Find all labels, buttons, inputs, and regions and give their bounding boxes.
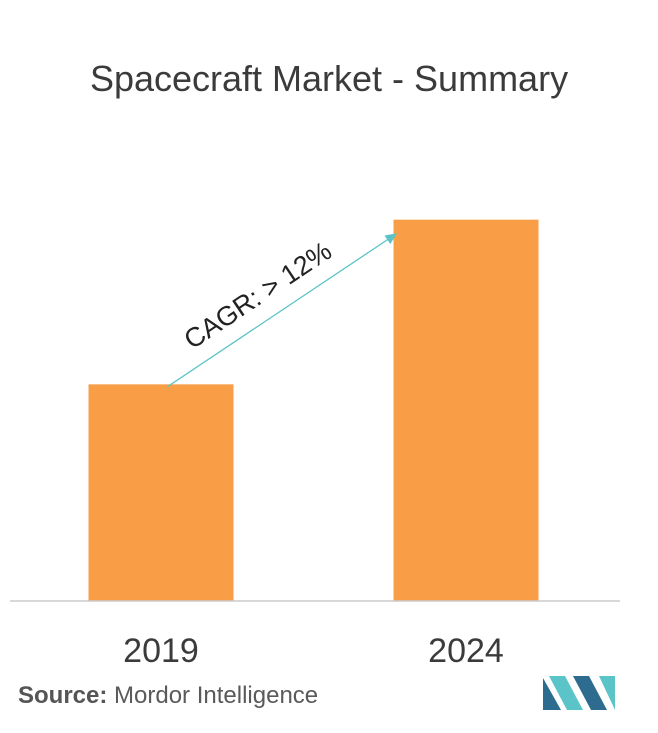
bar-2024 (393, 219, 539, 601)
tick-labels-group: 2019 2024 (123, 632, 504, 670)
source-text: Mordor Intelligence (114, 682, 319, 709)
tick-label-2019: 2019 (123, 632, 199, 670)
cagr-annotation: CAGR: > 12% (166, 233, 398, 388)
chart-title: Spacecraft Market - Summary (89, 58, 569, 99)
source-label: Source: (18, 682, 108, 709)
bars-group (88, 219, 539, 601)
bar-2019 (88, 384, 234, 601)
cagr-arrow (166, 233, 398, 388)
mordor-intelligence-logo-icon (543, 676, 615, 710)
tick-label-2024: 2024 (428, 632, 504, 670)
source-line: Source: Mordor Intelligence (18, 682, 318, 710)
cagr-label: CAGR: > 12% (179, 236, 337, 355)
